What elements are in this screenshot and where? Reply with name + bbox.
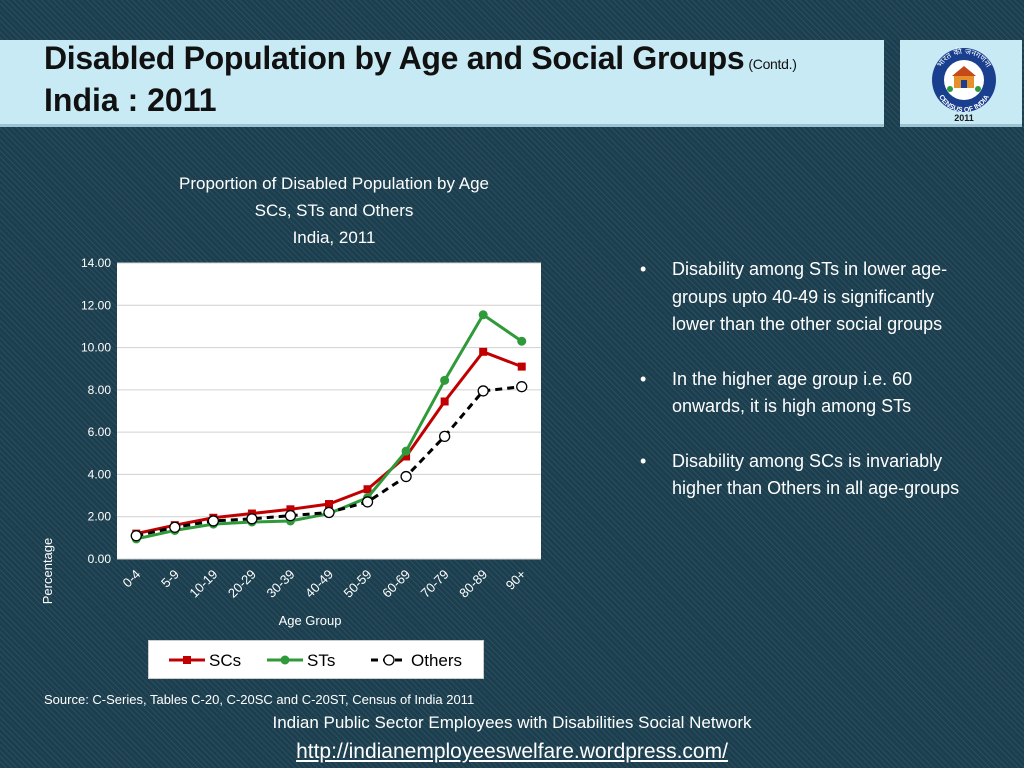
- x-tick-label: 50-59: [341, 567, 375, 601]
- legend-marker: [383, 654, 395, 666]
- legend-label: Others: [411, 651, 462, 670]
- data-point: [284, 510, 297, 522]
- bullet-text: Disability among SCs is invariably highe…: [672, 450, 960, 499]
- data-point: [363, 485, 372, 494]
- data-point: [401, 446, 411, 456]
- data-point: [207, 515, 220, 527]
- bullet-text: Disability among STs in lower age-groups…: [672, 259, 948, 334]
- x-tick-label: 0-4: [119, 567, 143, 591]
- legend-marker: [280, 655, 290, 665]
- data-point: [130, 530, 142, 542]
- census-logo: भारत की जनगणना CENSUS OF INDIA 2011: [900, 40, 1022, 127]
- y-tick-label: 12.00: [81, 298, 111, 312]
- data-point: [323, 506, 335, 519]
- page-subtitle: India : 2011: [44, 82, 217, 118]
- bullet-item: • Disability among SCs is invariably high…: [638, 448, 968, 503]
- data-point: [438, 430, 451, 443]
- x-tick-label: 20-29: [225, 567, 259, 601]
- page-title-main: Disabled Population by Age and Social Gr…: [44, 40, 745, 76]
- gridlines: [117, 262, 541, 560]
- y-tick-label: 10.00: [81, 341, 111, 355]
- x-tick-label: 70-79: [418, 567, 452, 601]
- chart-legend: SCs STs Others: [148, 640, 484, 679]
- bullet-dot-icon: •: [640, 450, 647, 471]
- source-note: Source: C-Series, Tables C-20, C-20SC an…: [44, 692, 475, 707]
- x-axis-label: Age Group: [279, 613, 342, 628]
- census-of-india-logo-icon: भारत की जनगणना CENSUS OF INDIA 2011: [932, 46, 996, 123]
- data-point: [361, 496, 374, 508]
- data-point: [246, 513, 258, 525]
- x-tick-labels: 0-4 5-9 10-19 20-29 30-39 40-49 50-59 60-69 70-7…: [119, 567, 528, 601]
- line-chart-svg: 0.00 2.00 4.00 6.00 8.00 10.00 12.00 14.00 0-4 5…: [40, 256, 541, 628]
- x-tick-label: 90+: [503, 567, 529, 593]
- chart-title: Proportion of Disabled Population by Age…: [104, 170, 564, 251]
- data-point: [477, 385, 489, 397]
- chart-title-line-2: SCs, STs and Others: [254, 201, 414, 220]
- x-tick-label: 30-39: [263, 567, 297, 601]
- legend-label: STs: [307, 651, 335, 670]
- legend-label: SCs: [209, 651, 241, 670]
- header-band: Disabled Population by Age and Social Gr…: [0, 40, 884, 127]
- bullet-list: • Disability among STs in lower age-group…: [638, 256, 968, 530]
- x-tick-label: 5-9: [158, 567, 182, 591]
- legend-marker: [183, 656, 191, 664]
- data-point: [325, 500, 333, 509]
- y-tick-label: 0.00: [88, 552, 112, 566]
- footer-network: Indian Public Sector Employees with Disa…: [272, 713, 752, 732]
- bullet-dot-icon: •: [640, 368, 647, 389]
- series-group: [130, 310, 528, 544]
- data-point: [400, 470, 412, 483]
- y-tick-labels: 0.00 2.00 4.00 6.00 8.00 10.00 12.00 14.00: [81, 256, 111, 566]
- data-point: [516, 381, 528, 393]
- page-title: Disabled Population by Age and Social Gr…: [44, 40, 797, 77]
- data-point: [402, 452, 411, 461]
- bullet-text: In the higher age group i.e. 60 onwards,…: [672, 368, 913, 417]
- legend-svg: SCs STs Others: [169, 651, 462, 670]
- bullet-item: • In the higher age group i.e. 60 onwards…: [638, 366, 968, 421]
- data-point: [517, 336, 527, 346]
- logo-year: 2011: [954, 113, 974, 123]
- bullet-item: • Disability among STs in lower age-group…: [638, 256, 968, 339]
- y-tick-label: 4.00: [88, 467, 112, 481]
- x-tick-label: 40-49: [302, 567, 336, 601]
- x-tick-label: 10-19: [186, 567, 220, 601]
- page-title-suffix: (Contd.): [748, 56, 797, 72]
- data-point: [517, 362, 526, 371]
- data-point: [479, 347, 488, 356]
- line-chart: 0.00 2.00 4.00 6.00 8.00 10.00 12.00 14.00 0-4 5…: [0, 160, 600, 700]
- x-tick-label: 60-69: [379, 567, 413, 601]
- y-axis-label: Percentage: [40, 538, 55, 605]
- data-point: [286, 505, 295, 514]
- data-point: [440, 397, 449, 406]
- x-tick-label: 80-89: [456, 567, 490, 601]
- y-tick-label: 6.00: [88, 425, 112, 439]
- y-tick-label: 2.00: [88, 510, 112, 524]
- data-point: [478, 310, 488, 320]
- y-tick-label: 8.00: [88, 383, 112, 397]
- data-point: [169, 521, 181, 533]
- data-point: [440, 375, 450, 385]
- y-tick-label: 14.00: [81, 256, 111, 270]
- chart-title-line-1: Proportion of Disabled Population by Age: [179, 174, 489, 193]
- bullet-dot-icon: •: [640, 259, 647, 279]
- footer-url-link[interactable]: http://indianemployeeswelfare.wordpress.…: [296, 740, 728, 763]
- chart-title-line-3: India, 2011: [292, 228, 376, 247]
